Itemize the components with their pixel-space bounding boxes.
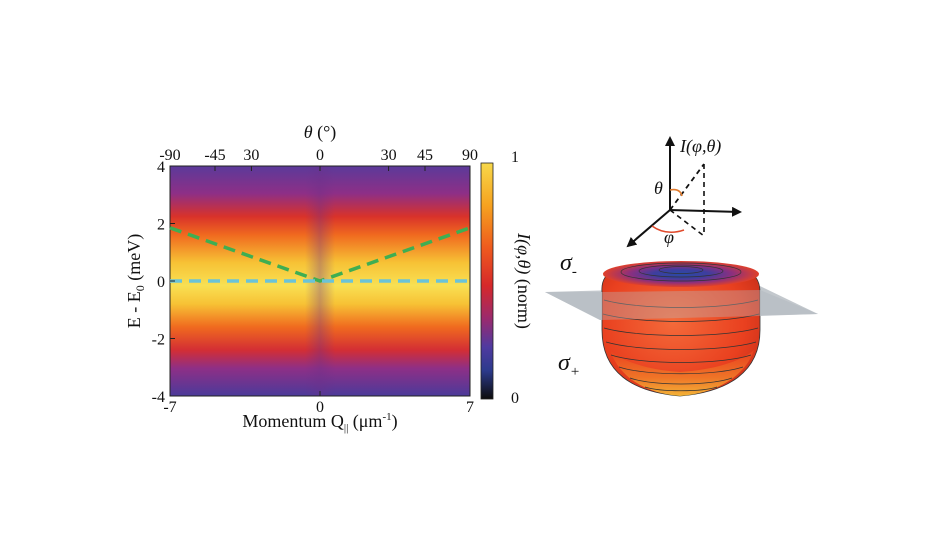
top-cap <box>603 261 759 287</box>
top-axis-label: θ (°) <box>304 122 337 143</box>
x-tick-label: 0 <box>316 399 324 416</box>
x-tick-label: 7 <box>466 399 474 416</box>
latitude-lines <box>602 262 760 392</box>
phi-arc <box>651 225 685 234</box>
direction-dashed <box>669 163 705 211</box>
horizontal-axis-arrow <box>669 206 742 217</box>
top-tick-label: 30 <box>381 147 397 164</box>
upper-branch-line <box>169 226 471 283</box>
emission-pattern-panel: θ φ I(φ,θ) <box>545 136 818 397</box>
top-tick-label: -45 <box>204 147 225 164</box>
y-tick-label: 2 <box>157 217 165 234</box>
sigma-minus-label: σ- <box>560 250 577 280</box>
intensity-axis-label: I(φ,θ) <box>679 136 721 157</box>
emission-body <box>601 261 761 397</box>
heatmap-panel: -90 -45 30 0 30 45 90 θ (°) 4 2 0 -2 -4 E - E0 (me… <box>124 122 534 434</box>
in-plane-dashed <box>669 209 705 237</box>
top-axis-ticks: -90 -45 30 0 30 45 90 <box>159 147 478 171</box>
y-tick-label: -2 <box>152 332 165 349</box>
colorbar-gradient <box>480 162 494 400</box>
theta-arc <box>669 188 683 197</box>
colorbar-label: I(φ,θ) (norm) <box>513 232 534 329</box>
colorbar-max: 1 <box>511 149 519 166</box>
x-axis-label: Momentum Q|| (μm-1) <box>242 411 397 434</box>
y-axis-ticks: 4 2 0 -2 -4 <box>152 159 175 406</box>
x-axis-ticks: -7 0 7 <box>163 391 474 416</box>
y-tick-label: -4 <box>152 389 165 406</box>
x-tick-label: -7 <box>163 399 176 416</box>
mirror-plane-front <box>602 290 760 320</box>
phi-label: φ <box>664 227 674 247</box>
colorbar-min: 0 <box>511 390 519 407</box>
top-tick-label: 90 <box>462 147 478 164</box>
top-tick-label: -90 <box>159 147 180 164</box>
y-tick-label: 4 <box>157 159 165 176</box>
top-tick-label: 0 <box>316 147 324 164</box>
y-axis-label: E - E0 (meV) <box>124 234 147 328</box>
colorbar: 1 0 I(φ,θ) (norm) <box>480 149 534 407</box>
theta-label: θ <box>654 178 663 198</box>
top-tick-label: 45 <box>417 147 433 164</box>
depth-axis-arrow <box>626 209 671 248</box>
top-tick-label: 30 <box>243 147 259 164</box>
y-tick-label: 0 <box>157 274 165 291</box>
coordinate-axes: θ φ I(φ,θ) <box>626 136 742 248</box>
sigma-plus-label: σ+ <box>558 350 580 380</box>
